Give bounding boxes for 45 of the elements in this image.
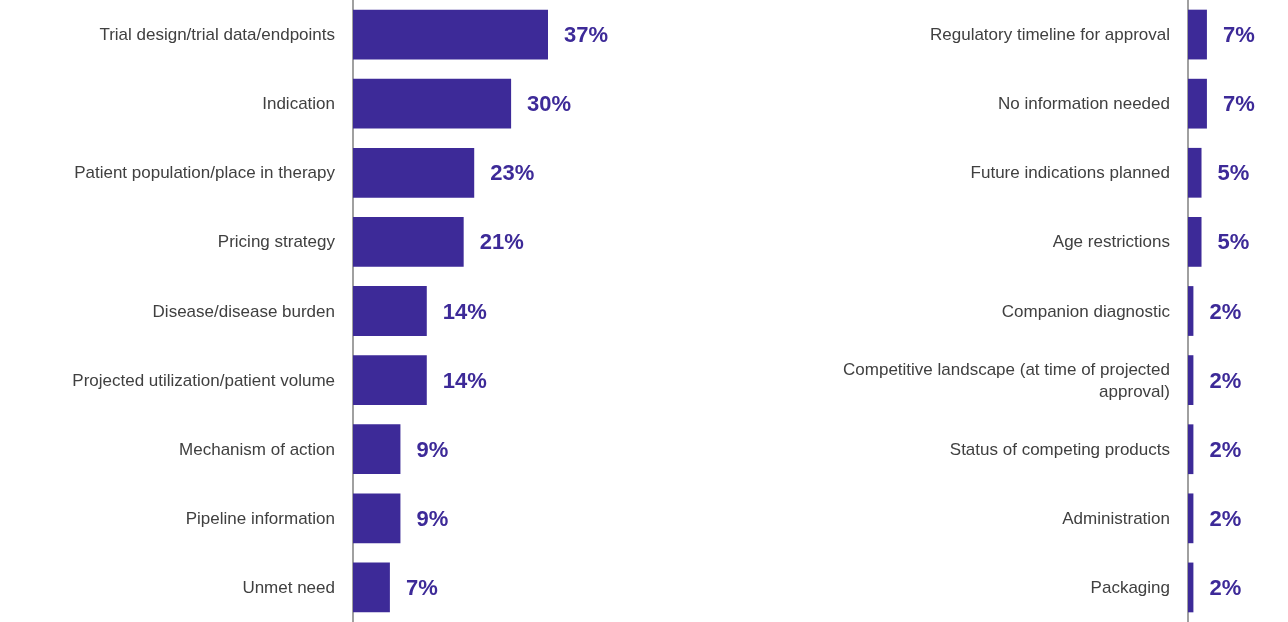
y-tick-label: Regulatory timeline for approval bbox=[929, 25, 1170, 45]
data-label: 7% bbox=[1222, 91, 1255, 117]
data-label: 9% bbox=[416, 436, 449, 462]
y-tick-label: Patient population/place in therapy bbox=[74, 163, 336, 183]
y-tick-label: Competitive landscape (at time of projected approval) bbox=[843, 359, 1170, 401]
data-label: 7% bbox=[1222, 22, 1255, 48]
y-tick-label: Packaging bbox=[1090, 577, 1170, 597]
y-tick-label: Pricing strategy bbox=[217, 232, 336, 252]
data-label: 7% bbox=[405, 574, 438, 600]
bar bbox=[353, 493, 401, 544]
y-tick-label: Trial design/trial data/endpoints bbox=[99, 25, 335, 45]
y-tick-label: Projected utilization/patient volume bbox=[72, 370, 335, 390]
data-label: 14% bbox=[442, 367, 487, 393]
bar bbox=[353, 78, 512, 129]
bar bbox=[353, 562, 390, 613]
data-label: 21% bbox=[479, 229, 524, 255]
y-tick-label: Pipeline information bbox=[185, 508, 335, 528]
data-label: 5% bbox=[1217, 160, 1250, 186]
y-tick-label: Disease/disease burden bbox=[152, 301, 335, 321]
bar bbox=[353, 355, 427, 405]
data-label: 23% bbox=[490, 160, 535, 186]
bar bbox=[353, 286, 427, 336]
data-label: 30% bbox=[527, 91, 572, 117]
data-label: 5% bbox=[1217, 229, 1250, 255]
y-tick-label: Mechanism of action bbox=[179, 439, 335, 459]
y-tick-label: Indication bbox=[262, 94, 335, 114]
data-label: 14% bbox=[442, 298, 487, 324]
data-label: 2% bbox=[1209, 367, 1242, 393]
data-label: 2% bbox=[1209, 574, 1242, 600]
data-label: 2% bbox=[1209, 505, 1242, 531]
bar bbox=[353, 147, 475, 198]
y-tick-label: Companion diagnostic bbox=[1001, 301, 1171, 321]
y-tick-label: Future indications planned bbox=[970, 163, 1170, 183]
data-label: 2% bbox=[1209, 436, 1242, 462]
y-tick-label: Administration bbox=[1062, 508, 1170, 528]
data-label: 9% bbox=[416, 505, 449, 531]
bar bbox=[353, 217, 464, 267]
bar bbox=[353, 9, 548, 60]
y-tick-label: Age restrictions bbox=[1052, 232, 1170, 252]
data-label: 2% bbox=[1209, 298, 1242, 324]
y-tick-label: No information needed bbox=[997, 94, 1170, 114]
data-label: 37% bbox=[564, 22, 609, 48]
y-tick-label: Status of competing products bbox=[949, 439, 1170, 459]
y-tick-label: Unmet need bbox=[242, 577, 335, 597]
bar bbox=[353, 424, 401, 475]
